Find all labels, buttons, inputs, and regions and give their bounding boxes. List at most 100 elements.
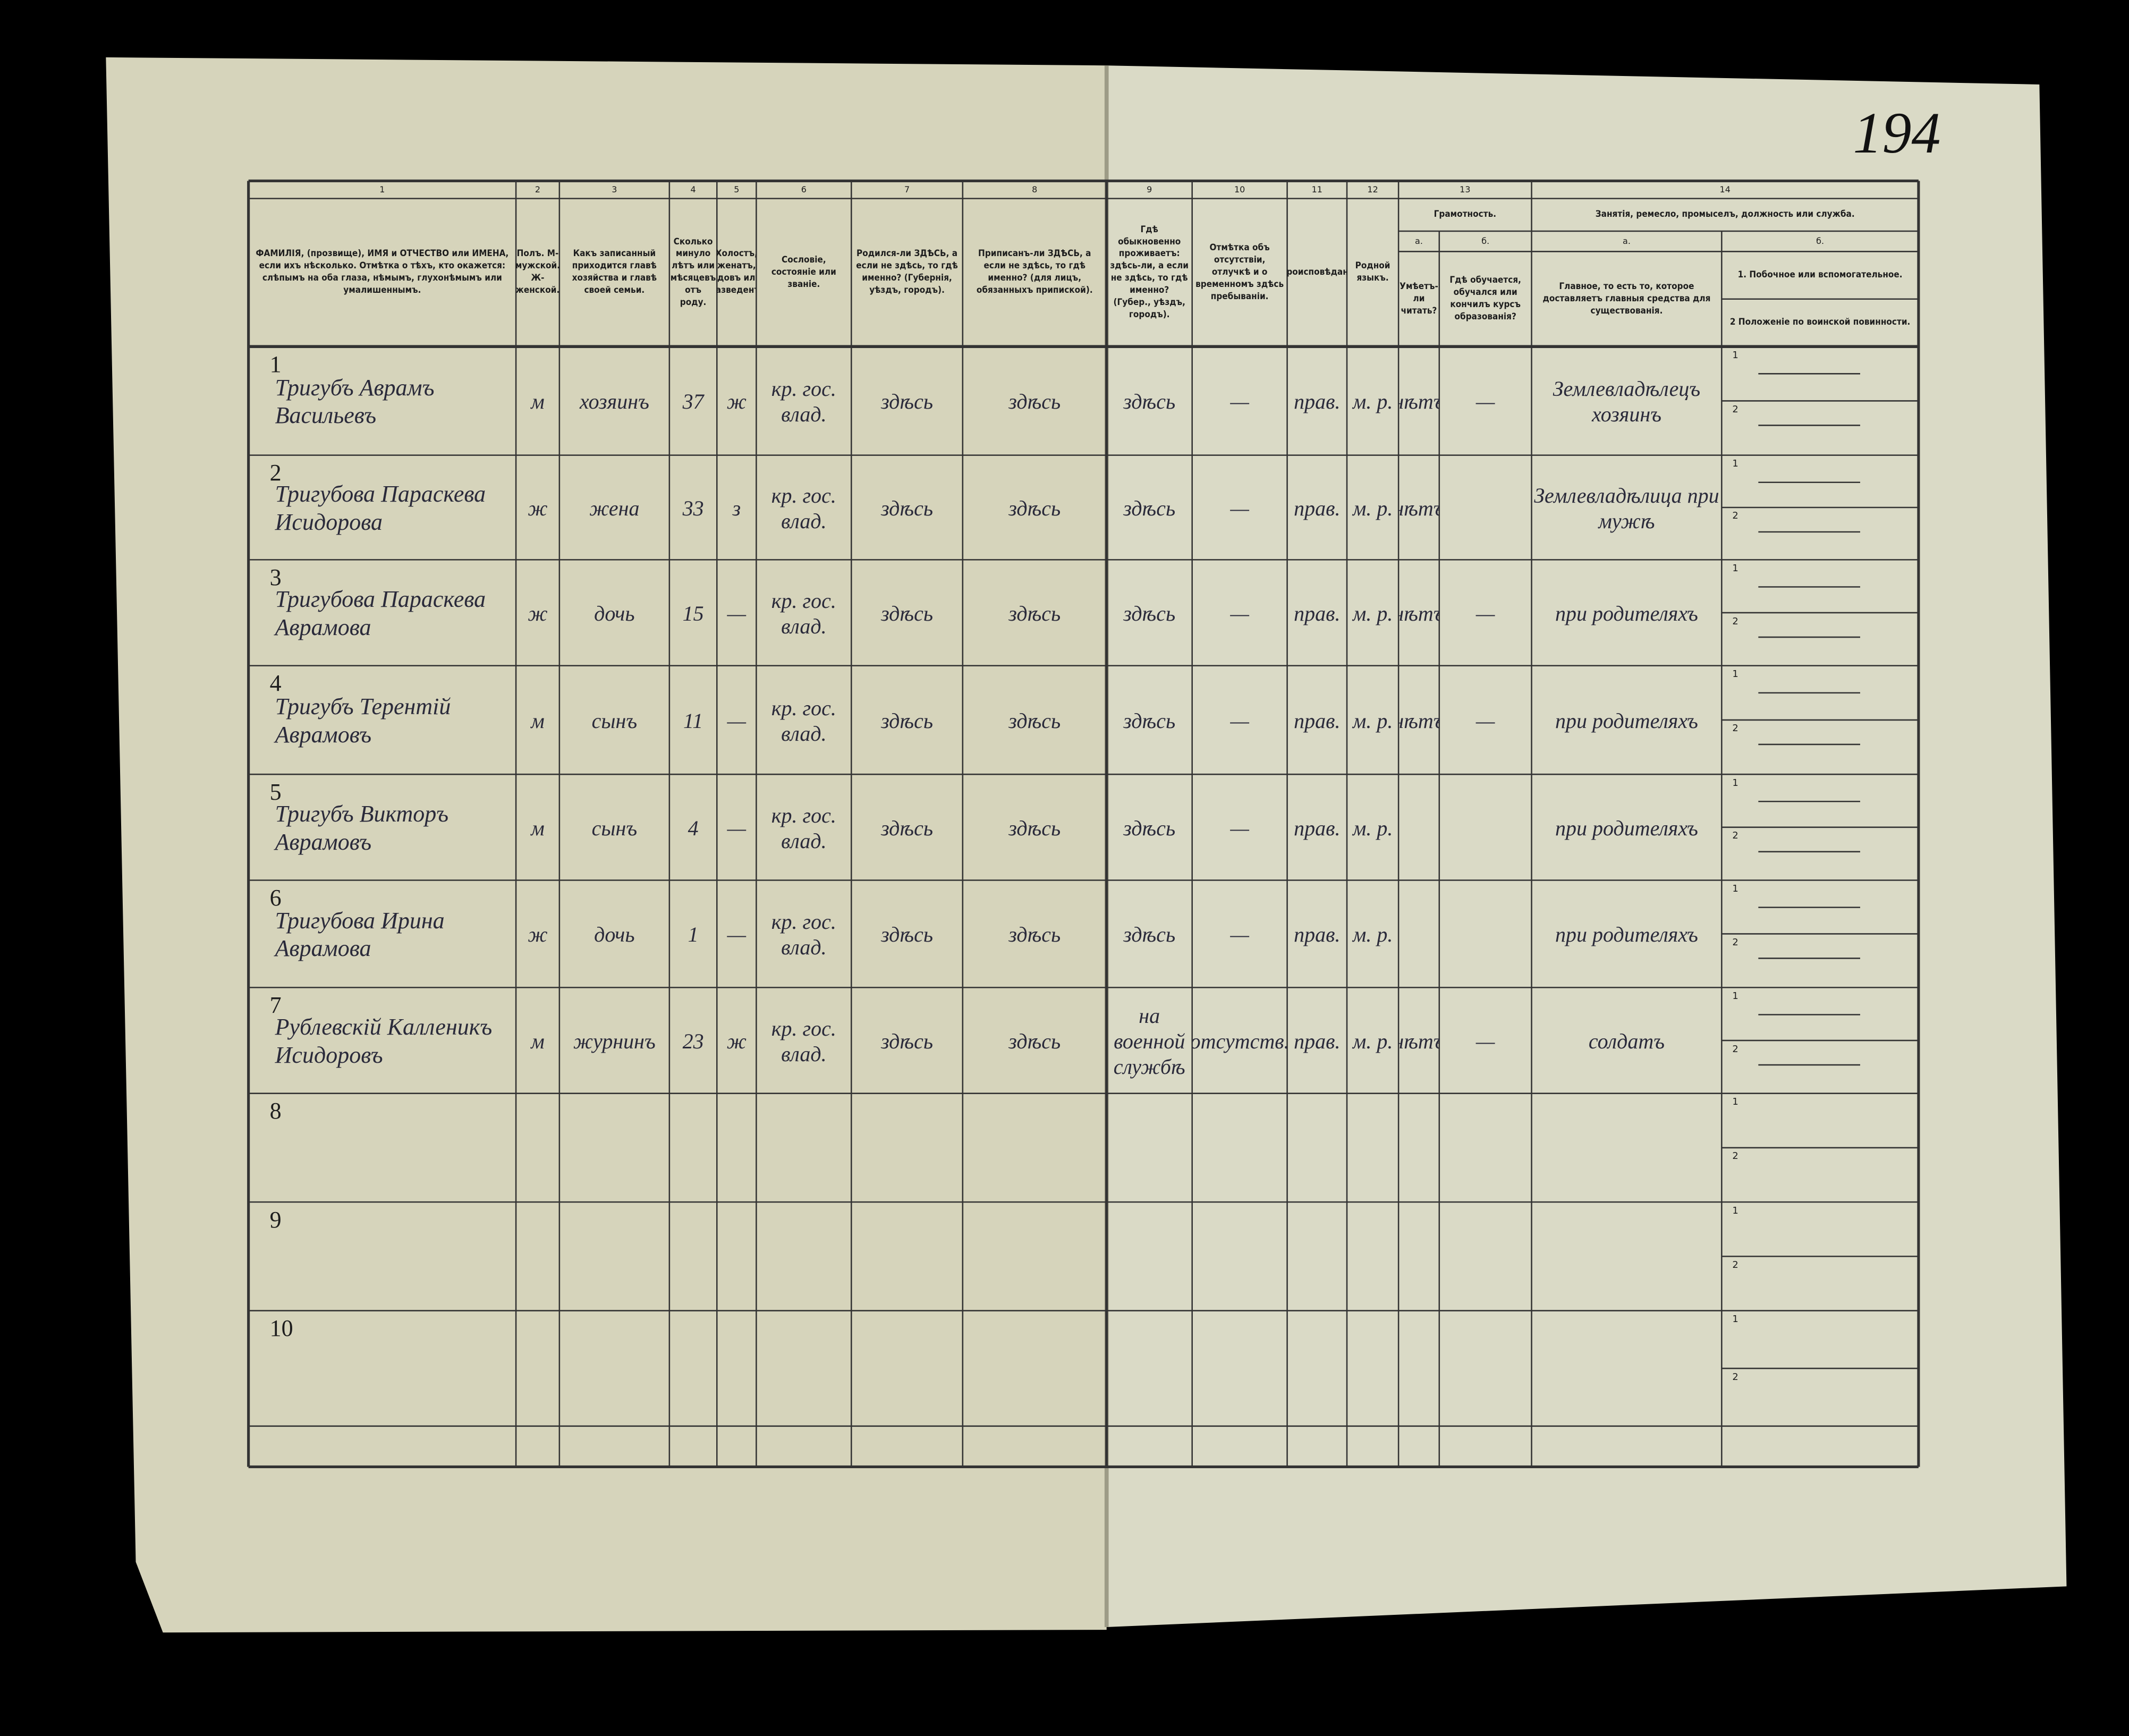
entry: при родителяхъ <box>1555 816 1698 840</box>
entry: при родителяхъ <box>1555 602 1698 626</box>
sub-row-label: 1 <box>1732 562 1738 574</box>
entry: кр. гос. влад. <box>771 696 836 746</box>
entry: здѣсь <box>881 602 934 626</box>
entry: м. р. <box>1352 602 1393 626</box>
entry: м. р. <box>1352 1029 1393 1054</box>
entry: м <box>531 1029 545 1054</box>
entry: прав. <box>1294 922 1341 947</box>
column-label: Гдѣ обыкновенно проживаетъ: здѣсь-ли, а … <box>1110 224 1189 320</box>
entry: здѣсь <box>1008 816 1061 840</box>
group-label: Занятія, ремесло, промыселъ, должность и… <box>1595 209 1855 220</box>
entry: Землевладѣлица при мужѣ <box>1534 484 1719 533</box>
entry: 11 <box>683 708 703 733</box>
entry: здѣсь <box>1008 922 1061 947</box>
sub-row-label: 2 <box>1732 723 1738 734</box>
entry: нѣтъ <box>1398 496 1439 520</box>
entry: Тригубъ Викторъ Аврамовъ <box>275 801 449 855</box>
entry: здѣсь <box>881 1029 934 1054</box>
entry: нѣтъ <box>1398 708 1439 733</box>
entry: Рублевскій Калленикъ Исидоровъ <box>275 1014 493 1069</box>
entry: прав. <box>1294 602 1341 626</box>
row-number: 9 <box>269 1206 282 1233</box>
sub-label: Умѣетъ-ли читать? <box>1399 281 1438 316</box>
table-grid <box>247 179 1920 1469</box>
sub-row-label: 2 <box>1732 936 1738 948</box>
entry: 1 <box>688 922 699 947</box>
entry: журнинъ <box>573 1029 656 1054</box>
entry: Тригубъ Терентій Аврамовъ <box>275 693 451 748</box>
entry: здѣсь <box>1008 602 1061 626</box>
entry: — <box>1475 389 1495 414</box>
sub-row-label: 1 <box>1732 883 1738 894</box>
entry: — <box>1475 1029 1495 1054</box>
entry: — <box>1230 708 1249 733</box>
column-number: 12 <box>1367 184 1378 194</box>
sub-row-label: 1 <box>1732 1314 1738 1325</box>
column-label: Родился-ли ЗДѢСЬ, а если не здѣсь, то гд… <box>856 248 958 296</box>
entry: — <box>727 922 747 947</box>
entry: — <box>1475 602 1495 626</box>
entry: при родителяхъ <box>1555 922 1698 947</box>
column-number: 13 <box>1460 184 1471 194</box>
entry: здѣсь <box>1123 602 1176 626</box>
row-number: 3 <box>269 564 282 590</box>
row-number: 5 <box>269 778 282 805</box>
entry: м <box>531 816 545 840</box>
column-number: 6 <box>801 184 807 194</box>
entry: м. р. <box>1352 816 1393 840</box>
row-number: 7 <box>269 992 282 1018</box>
sub-letter: б. <box>1816 236 1825 247</box>
sub-item: 2 Положеніе по воинской повинности. <box>1729 317 1911 328</box>
column-label: Полъ. М-мужской. Ж-женской. <box>516 248 559 296</box>
column-label: Родной языкъ. <box>1355 260 1390 284</box>
entry: здѣсь <box>1123 922 1176 947</box>
sub-row-label: 1 <box>1732 349 1738 361</box>
entry: кр. гос. влад. <box>771 1017 836 1066</box>
column-label: Какъ записанный приходится главѣ хозяйст… <box>572 248 657 296</box>
entry: Тригубъ Аврамъ Васильевъ <box>275 374 435 429</box>
entry: здѣсь <box>1008 389 1061 414</box>
entry: 33 <box>682 496 704 520</box>
entry: м. р. <box>1352 922 1393 947</box>
entry: здѣсь <box>881 816 934 840</box>
sub-row-label: 2 <box>1732 1259 1738 1271</box>
sub-row-label: 1 <box>1732 777 1738 789</box>
entry: сынъ <box>591 816 638 840</box>
row-number: 6 <box>269 884 282 911</box>
page-number: 194 <box>1853 100 1941 165</box>
entry: — <box>1230 389 1249 414</box>
sub-label: Главное, то есть то, которое доставляетъ… <box>1542 281 1711 316</box>
sub-row-label: 2 <box>1732 1043 1738 1055</box>
entry: ж <box>528 496 548 520</box>
sub-letter: а. <box>1623 236 1631 247</box>
entry: Тригубова Параскева Исидорова <box>275 481 486 535</box>
sub-letter: а. <box>1415 236 1423 247</box>
entry: — <box>1230 922 1249 947</box>
column-label: Холостъ, женатъ, вдовъ или разведенъ. <box>717 248 757 296</box>
entry: здѣсь <box>881 922 934 947</box>
entry: здѣсь <box>1123 816 1176 840</box>
entry: здѣсь <box>881 496 934 520</box>
entry: кр. гос. влад. <box>771 910 836 960</box>
entry: солдатъ <box>1588 1029 1665 1054</box>
entry: здѣсь <box>1123 708 1176 733</box>
entry: 37 <box>682 389 704 414</box>
entry: 15 <box>682 602 704 626</box>
row-number: 4 <box>269 670 282 697</box>
group-label: Грамотность. <box>1434 209 1497 220</box>
row-number: 10 <box>269 1315 293 1342</box>
entry: здѣсь <box>881 708 934 733</box>
column-label: Приписанъ-ли ЗДѢСЬ, а если не здѣсь, то … <box>976 248 1093 296</box>
entry: з <box>732 496 741 520</box>
sub-row-label: 2 <box>1732 830 1738 842</box>
entry: ж <box>528 922 548 947</box>
sub-row-label: 1 <box>1732 668 1738 680</box>
entry: кр. гос. влад. <box>771 589 836 639</box>
column-label: Сколько минуло лѣтъ или мѣсяцевъ отъ род… <box>670 236 716 308</box>
column-number: 2 <box>535 184 541 194</box>
column-number: 11 <box>1311 184 1322 194</box>
entry: дочь <box>594 602 635 626</box>
row-number: 8 <box>269 1098 282 1124</box>
entry: прав. <box>1294 816 1341 840</box>
